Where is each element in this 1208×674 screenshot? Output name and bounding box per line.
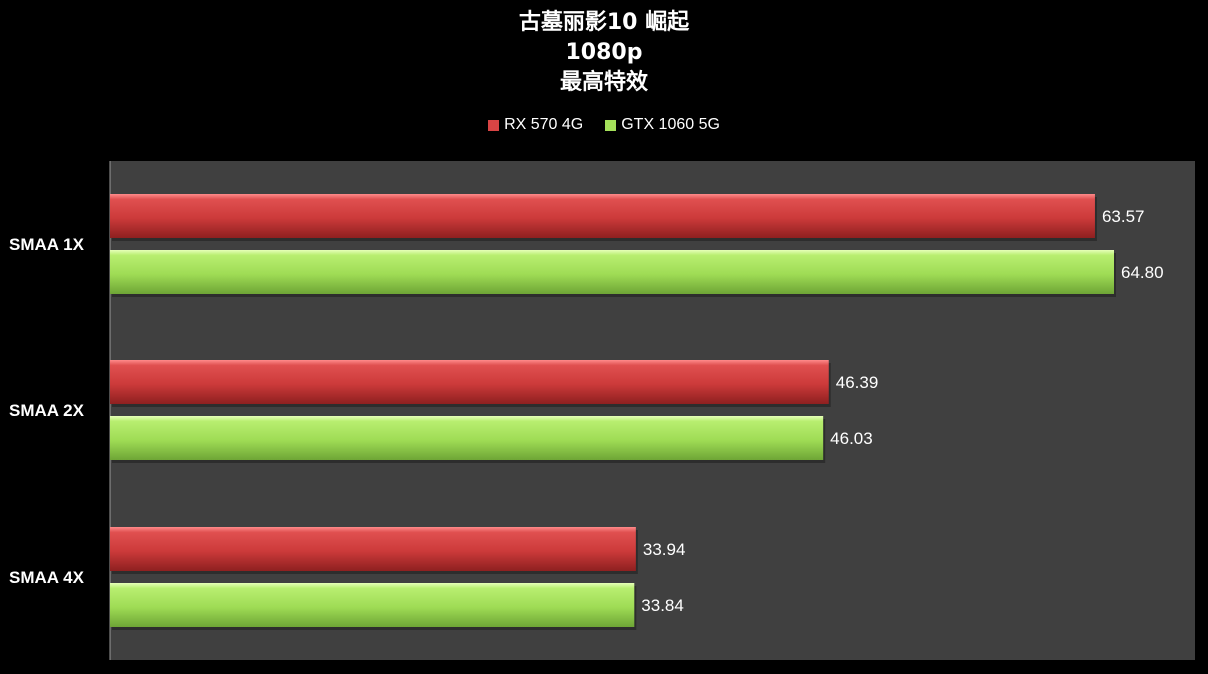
data-label: 46.03 bbox=[830, 429, 873, 448]
legend-swatch-rx570 bbox=[488, 119, 500, 131]
data-label: 63.57 bbox=[1102, 207, 1145, 226]
title-line-2: 1080p bbox=[565, 40, 643, 65]
title-line-3: 最高特效 bbox=[559, 70, 648, 95]
category-label: SMAA 2X bbox=[9, 401, 85, 420]
data-label: 33.94 bbox=[643, 540, 686, 559]
bar-gtx1060 bbox=[110, 583, 635, 627]
bar-gtx1060 bbox=[110, 250, 1114, 294]
legend-item-rx570: RX 570 4G bbox=[488, 116, 583, 134]
category-label: SMAA 4X bbox=[9, 568, 85, 587]
plot-area bbox=[110, 161, 1195, 660]
legend-swatch-gtx1060 bbox=[605, 119, 617, 131]
category-label: SMAA 1X bbox=[9, 235, 85, 254]
title-line-1: 古墓丽影10 崛起 bbox=[518, 10, 690, 35]
chart-title: 古墓丽影10 崛起 1080p 最高特效 bbox=[0, 8, 1208, 98]
legend-item-gtx1060: GTX 1060 5G bbox=[605, 116, 720, 134]
bar-gtx1060 bbox=[110, 416, 824, 460]
legend-label-gtx1060: GTX 1060 5G bbox=[621, 116, 720, 133]
bar-rx570 bbox=[110, 527, 636, 571]
data-label: 46.39 bbox=[836, 373, 879, 392]
legend-label-rx570: RX 570 4G bbox=[504, 116, 584, 133]
bar-rx570 bbox=[110, 360, 829, 404]
data-label: 33.84 bbox=[641, 596, 684, 615]
chart-legend: RX 570 4G GTX 1060 5G bbox=[0, 116, 1208, 134]
data-label: 64.80 bbox=[1121, 263, 1164, 282]
bar-rx570 bbox=[110, 194, 1095, 238]
